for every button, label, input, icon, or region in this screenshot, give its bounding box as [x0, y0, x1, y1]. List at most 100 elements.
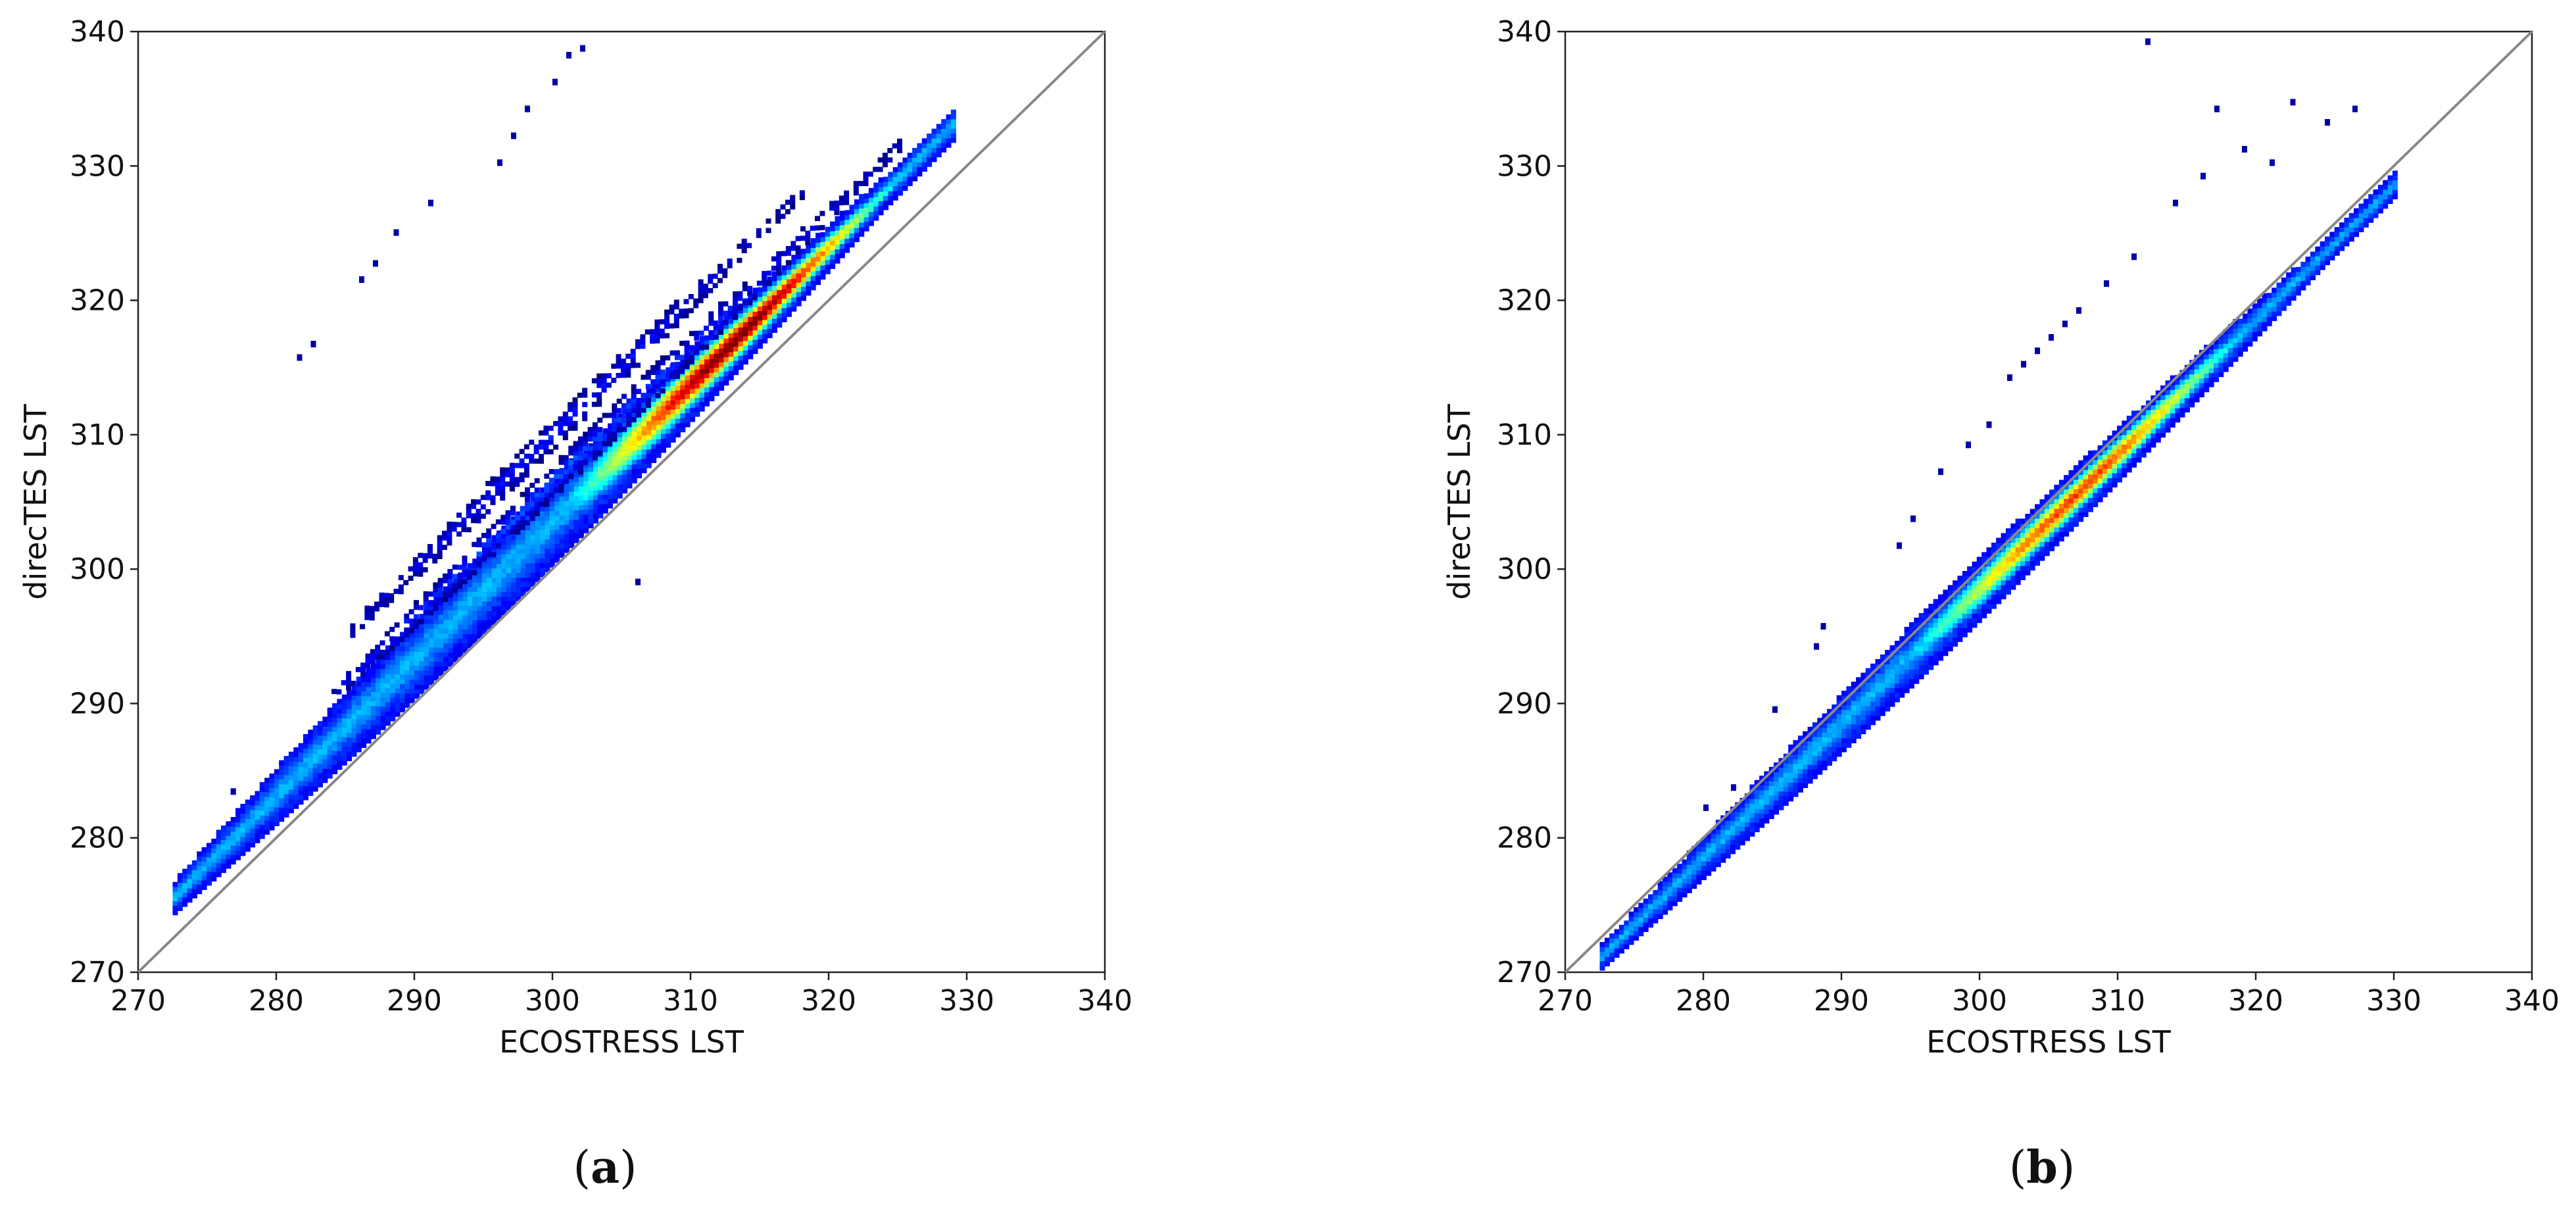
- heatmap-cell: [1894, 674, 1900, 679]
- heatmap-cell: [2005, 566, 2011, 572]
- heatmap-cell: [370, 729, 376, 735]
- heatmap-cell: [902, 162, 908, 168]
- heatmap-cell: [2015, 518, 2021, 524]
- heatmap-cell: [376, 724, 381, 730]
- heatmap-cell: [1696, 841, 1702, 847]
- heatmap-cell: [762, 338, 768, 344]
- heatmap-cell: [2049, 489, 2055, 495]
- heatmap-cell: [530, 577, 536, 582]
- heatmap-cell: [1822, 751, 1828, 756]
- heatmap-cell: [713, 325, 719, 331]
- heatmap-cell: [2054, 499, 2060, 505]
- heatmap-cell: [298, 785, 304, 791]
- heatmap-cell: [2339, 236, 2345, 242]
- heatmap-cell: [825, 241, 831, 246]
- heatmap-cell: [2058, 480, 2064, 485]
- heatmap-cell: [2339, 245, 2345, 251]
- heatmap-cell: [2214, 349, 2219, 354]
- heatmap-cell: [458, 652, 464, 658]
- heatmap-cell: [337, 722, 343, 728]
- heatmap-cell: [699, 368, 705, 374]
- heatmap-cell: [1875, 673, 1881, 679]
- heatmap-cell: [370, 653, 376, 659]
- heatmap-cell: [2029, 523, 2035, 528]
- heatmap-cell: [2204, 378, 2210, 383]
- heatmap-cell: [1634, 935, 1639, 941]
- heatmap-cell: [621, 368, 626, 374]
- heatmap-cell: [698, 330, 704, 336]
- heatmap-cell: [2175, 389, 2181, 395]
- heatmap-cell: [341, 694, 347, 700]
- outlier-point: [310, 341, 316, 348]
- heatmap-cell: [699, 340, 705, 346]
- heatmap-cell: [1933, 636, 1939, 642]
- heatmap-cell: [2122, 434, 2127, 440]
- heatmap-cell: [376, 658, 381, 664]
- heatmap-cell: [713, 334, 719, 340]
- heatmap-cell: [738, 360, 744, 366]
- heatmap-cell: [1739, 807, 1745, 813]
- heatmap-cell: [2073, 516, 2079, 522]
- heatmap-cell: [255, 838, 260, 843]
- heatmap-cell: [341, 722, 347, 728]
- heatmap-cell: [481, 582, 487, 587]
- heatmap-cell: [577, 450, 583, 456]
- heatmap-cell: [414, 660, 420, 666]
- heatmap-cell: [390, 674, 396, 680]
- outlier-point: [566, 51, 571, 59]
- heatmap-cell: [839, 248, 845, 254]
- heatmap-cell: [419, 665, 425, 671]
- heatmap-cell: [738, 351, 744, 356]
- y-tick-label: 300: [70, 553, 125, 586]
- heatmap-cell: [1918, 641, 1924, 647]
- heatmap-cell: [2020, 575, 2026, 580]
- heatmap-cell: [882, 162, 888, 168]
- heatmap-cell: [645, 370, 651, 376]
- heatmap-cell: [1663, 881, 1668, 887]
- heatmap-cell: [437, 582, 443, 588]
- heatmap-cell: [385, 716, 391, 722]
- heatmap-cell: [197, 851, 203, 857]
- x-tick-label: 340: [1077, 984, 1132, 1018]
- heatmap-cell: [443, 600, 449, 606]
- heatmap-cell: [714, 367, 719, 373]
- heatmap-cell: [201, 861, 207, 867]
- heatmap-cell: [670, 414, 676, 420]
- heatmap-cell: [564, 486, 570, 492]
- heatmap-cell: [400, 688, 405, 694]
- heatmap-cell: [520, 539, 526, 545]
- heatmap-cell: [558, 455, 564, 460]
- heatmap-cell: [2112, 482, 2118, 487]
- heatmap-cell: [298, 757, 304, 762]
- heatmap-cell: [525, 582, 531, 587]
- heatmap-cell: [544, 501, 550, 507]
- heatmap-cell: [2189, 393, 2195, 398]
- heatmap-cell: [491, 620, 497, 625]
- heatmap-cell: [1682, 878, 1688, 883]
- heatmap-cell: [384, 631, 390, 637]
- heatmap-cell: [2146, 447, 2152, 453]
- heatmap-cell: [1894, 683, 1900, 689]
- heatmap-cell: [1885, 668, 1891, 674]
- heatmap-cell: [838, 195, 844, 201]
- heatmap-cell: [748, 316, 754, 322]
- heatmap-cell: [1894, 678, 1900, 684]
- heatmap-cell: [491, 572, 497, 578]
- heatmap-cell: [2039, 513, 2045, 519]
- heatmap-cell: [787, 307, 792, 312]
- heatmap-cell: [2204, 368, 2210, 374]
- heatmap-cell: [380, 668, 386, 674]
- heatmap-cell: [2102, 492, 2108, 497]
- heatmap-cell: [182, 897, 188, 903]
- heatmap-cell: [370, 672, 376, 678]
- heatmap-cell: [466, 503, 472, 509]
- heatmap-cell: [785, 246, 791, 251]
- heatmap-cell: [543, 430, 549, 436]
- heatmap-cell: [559, 520, 565, 525]
- heatmap-cell: [1628, 916, 1634, 922]
- heatmap-cell: [588, 490, 594, 496]
- heatmap-cell: [2252, 332, 2258, 337]
- heatmap-cell: [1899, 664, 1905, 670]
- heatmap-cell: [2020, 560, 2026, 566]
- heatmap-cell: [670, 432, 676, 438]
